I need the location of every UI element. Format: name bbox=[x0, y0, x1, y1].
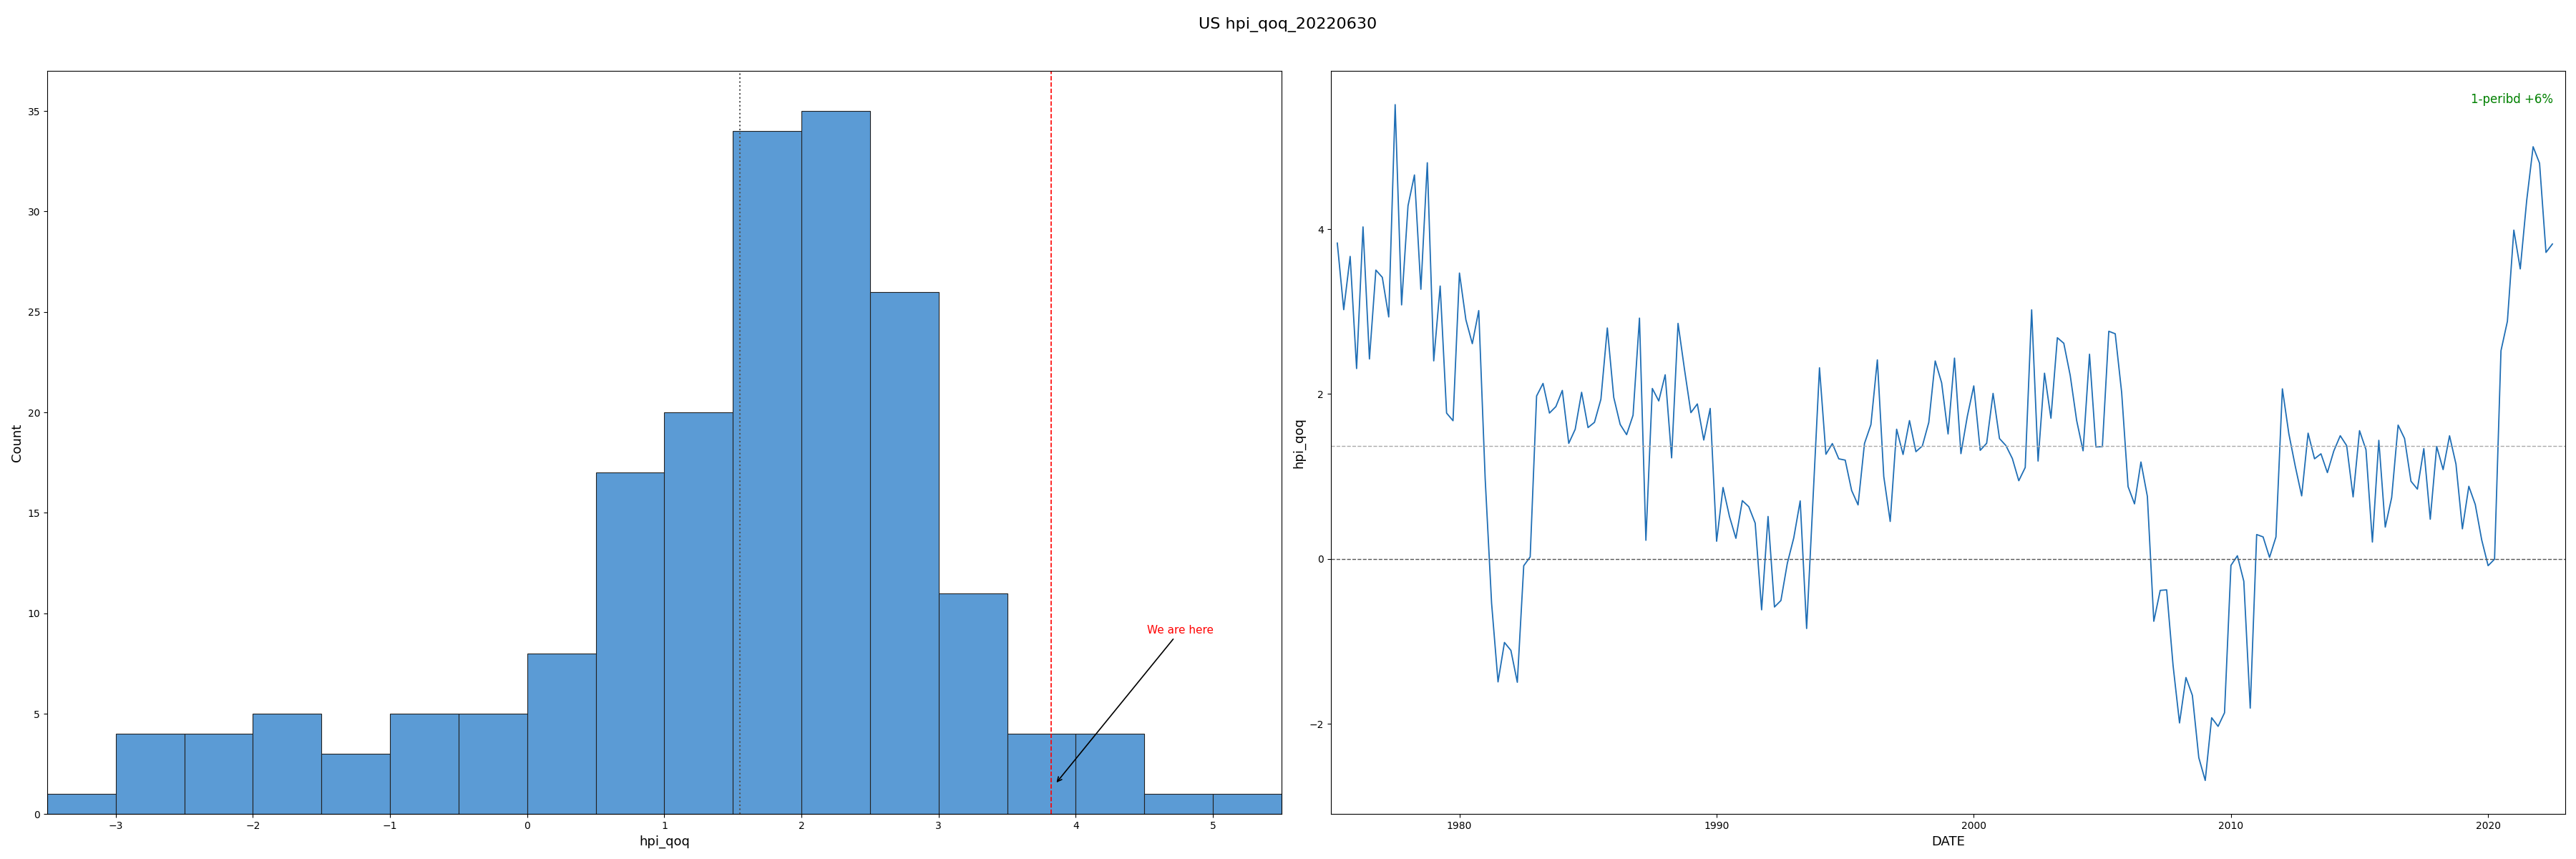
Bar bbox=[734, 131, 801, 814]
Text: 1-peribd +6%: 1-peribd +6% bbox=[2470, 93, 2553, 106]
Bar bbox=[801, 111, 871, 814]
Bar bbox=[1213, 794, 1280, 814]
Text: We are here: We are here bbox=[1056, 624, 1213, 782]
Bar bbox=[1007, 734, 1077, 814]
Bar bbox=[938, 594, 1007, 814]
X-axis label: DATE: DATE bbox=[1932, 835, 1965, 848]
Bar bbox=[665, 412, 734, 814]
Y-axis label: Count: Count bbox=[10, 423, 23, 461]
Bar bbox=[185, 734, 252, 814]
Bar bbox=[389, 714, 459, 814]
Bar bbox=[1144, 794, 1213, 814]
Bar bbox=[1077, 734, 1144, 814]
Bar bbox=[46, 794, 116, 814]
Bar bbox=[595, 472, 665, 814]
Text: US hpi_qoq_20220630: US hpi_qoq_20220630 bbox=[1198, 17, 1378, 32]
Bar bbox=[871, 292, 938, 814]
Bar bbox=[459, 714, 528, 814]
Bar bbox=[116, 734, 185, 814]
Y-axis label: hpi_qoq: hpi_qoq bbox=[1293, 417, 1306, 468]
Bar bbox=[252, 714, 322, 814]
Bar bbox=[322, 754, 389, 814]
Bar bbox=[528, 654, 595, 814]
X-axis label: hpi_qoq: hpi_qoq bbox=[639, 835, 690, 848]
